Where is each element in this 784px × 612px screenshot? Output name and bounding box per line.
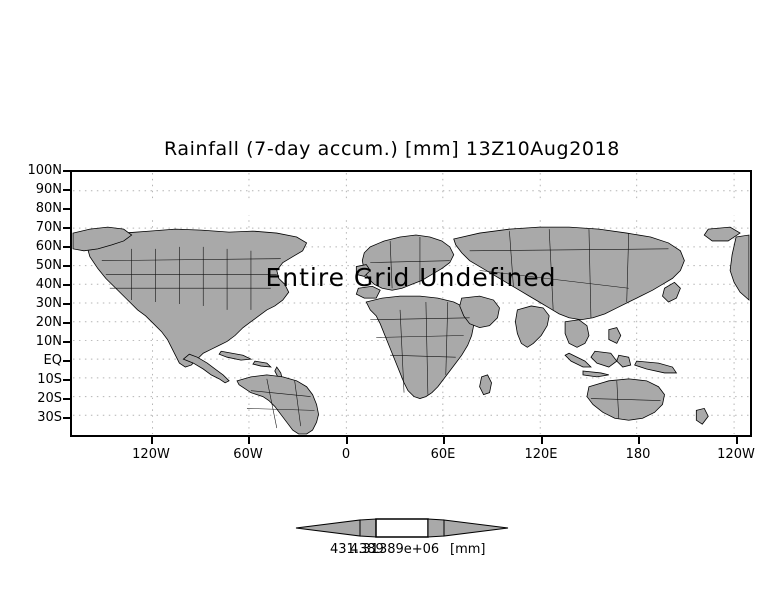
central-america	[182, 353, 230, 384]
madagascar	[479, 374, 492, 396]
alaska	[72, 226, 133, 252]
borneo	[590, 350, 618, 368]
x-tick-mark	[541, 437, 543, 444]
sulawesi	[616, 354, 632, 368]
colorbar-units-label: [mm]	[450, 542, 486, 557]
y-tick-label-30s: 30S	[37, 410, 62, 425]
y-tick-label-60n: 60N	[35, 239, 62, 254]
x-tick-label-60w: 60W	[233, 447, 263, 462]
y-tick-mark	[63, 208, 70, 210]
new-zealand	[695, 407, 709, 425]
x-tick-label-120w-right: 120W	[717, 447, 755, 462]
hispaniola	[252, 360, 272, 368]
colorbar-segment-low	[359, 518, 377, 538]
map-plot-area[interactable]	[70, 170, 752, 437]
y-tick-label-40n: 40N	[35, 277, 62, 292]
y-tick-label-50n: 50N	[35, 258, 62, 273]
iberia	[355, 285, 381, 299]
sumatra	[564, 352, 592, 368]
y-tick-mark	[63, 189, 70, 191]
x-tick-mark	[638, 437, 640, 444]
y-tick-mark	[63, 379, 70, 381]
y-axis: 100N 90N 80N 70N 60N 50N 40N 30N 20N 10N…	[0, 164, 70, 437]
alaska-wrap	[703, 226, 741, 242]
colorbar-min-label: 431.389	[330, 542, 384, 557]
africa	[365, 295, 475, 399]
y-tick-mark	[63, 360, 70, 362]
x-axis: 120W 60W 0 60E 120E 180 120W	[70, 437, 755, 467]
x-tick-mark	[443, 437, 445, 444]
colorbar-graphic	[295, 518, 509, 538]
x-tick-label-60e: 60E	[430, 447, 456, 462]
y-tick-mark	[63, 265, 70, 267]
colorbar-right-arrow	[443, 519, 509, 537]
colorbar-labels: 431.389 4.31389e+06 [mm]	[292, 542, 512, 562]
y-tick-mark	[63, 417, 70, 419]
cuba	[218, 350, 253, 361]
colorbar-max-label: 4.31389e+06	[350, 542, 440, 557]
colorbar-segment-high	[427, 518, 445, 538]
x-tick-mark	[151, 437, 153, 444]
y-tick-mark	[63, 303, 70, 305]
y-tick-label-eq: EQ	[43, 353, 62, 368]
x-tick-label-0: 0	[341, 447, 351, 462]
world-map-graphic	[72, 172, 750, 435]
y-tick-label-10s: 10S	[37, 372, 62, 387]
y-tick-mark	[63, 398, 70, 400]
y-tick-label-100n: 100N	[27, 163, 62, 178]
y-tick-label-20s: 20S	[37, 391, 62, 406]
arabia	[459, 295, 500, 329]
x-tick-mark	[736, 437, 738, 444]
y-tick-label-10n: 10N	[35, 334, 62, 349]
x-tick-label-120w-left: 120W	[132, 447, 170, 462]
new-guinea	[634, 360, 678, 374]
y-tick-mark	[63, 246, 70, 248]
y-tick-label-90n: 90N	[35, 182, 62, 197]
y-tick-mark	[63, 322, 70, 324]
x-tick-mark	[248, 437, 250, 444]
colorbar-left-arrow	[295, 519, 361, 537]
y-tick-mark	[63, 284, 70, 286]
y-tick-label-30n: 30N	[35, 296, 62, 311]
y-tick-mark	[63, 227, 70, 229]
philippines	[608, 327, 622, 344]
y-tick-label-70n: 70N	[35, 220, 62, 235]
india	[514, 305, 550, 348]
x-tick-label-120e: 120E	[524, 447, 558, 462]
colorbar[interactable]: 431.389 4.31389e+06 [mm]	[292, 512, 512, 557]
y-tick-mark	[63, 341, 70, 343]
political-borders	[101, 229, 669, 429]
y-tick-mark	[63, 170, 70, 172]
java	[582, 370, 609, 378]
y-tick-label-20n: 20N	[35, 315, 62, 330]
north-america	[85, 228, 308, 368]
british-isles	[355, 264, 371, 277]
x-tick-mark	[346, 437, 348, 444]
arctic-strip	[72, 201, 750, 219]
y-tick-label-80n: 80N	[35, 201, 62, 216]
japan	[662, 281, 681, 303]
x-tick-label-180: 180	[625, 447, 651, 462]
colorbar-segment-mid	[375, 518, 429, 538]
southeast-asia	[564, 319, 590, 348]
page-title: Rainfall (7-day accum.) [mm] 13Z10Aug201…	[164, 138, 620, 160]
south-america	[236, 374, 319, 435]
north-america-wrap	[729, 234, 750, 301]
